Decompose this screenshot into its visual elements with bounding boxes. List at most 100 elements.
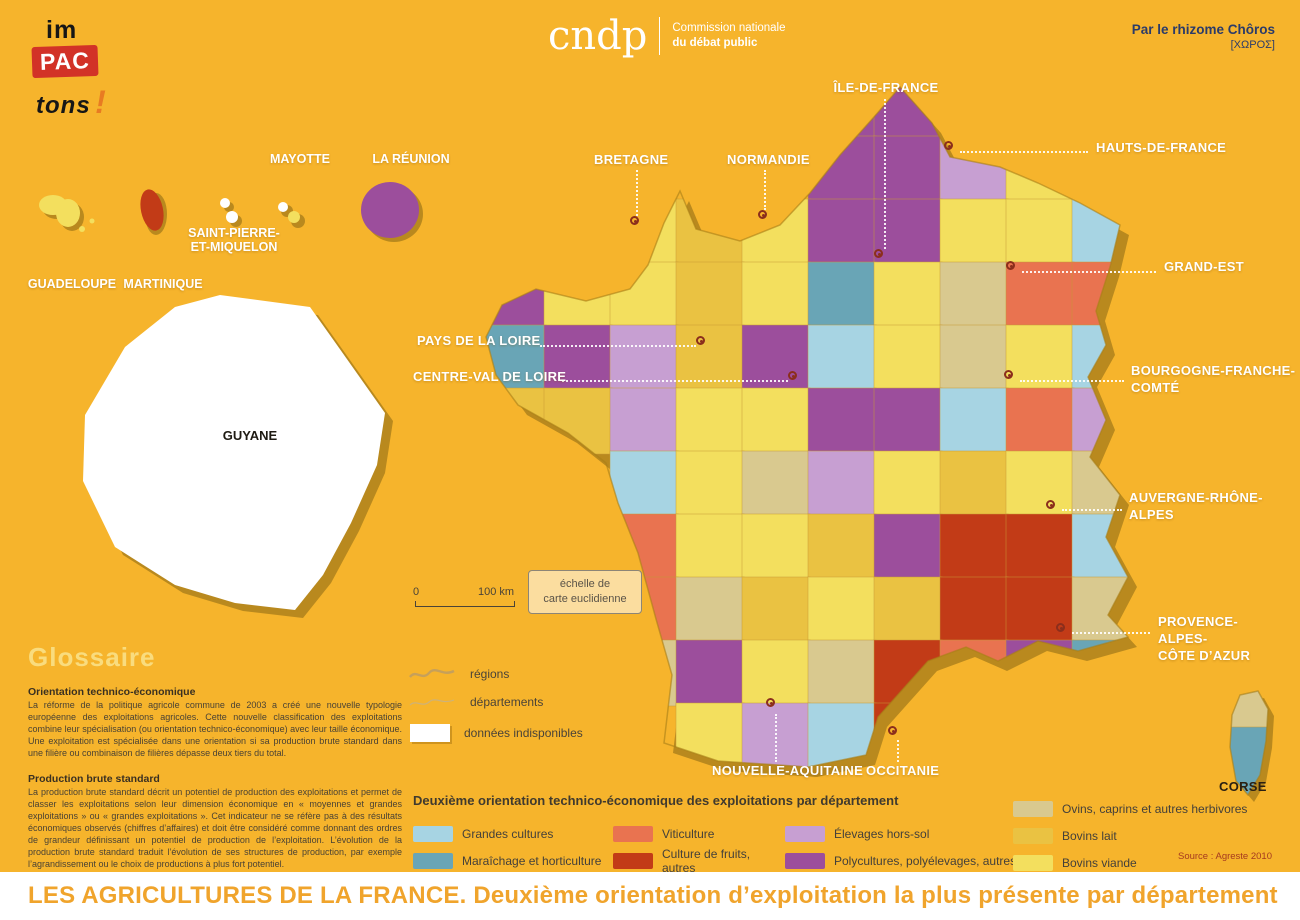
map-marker-bretagne <box>630 216 639 225</box>
credit-line1: Par le rhizome Chôros <box>1131 22 1275 37</box>
legend-item: Bovins viande <box>1013 849 1247 876</box>
region-label-occitanie: OCCITANIE <box>866 763 940 778</box>
leader-line-provence-alpes-cote-dazur <box>1072 632 1150 634</box>
la-reunion-label: LA RÉUNION <box>372 152 450 166</box>
bovins-lait-swatch <box>1013 827 1053 844</box>
region-label-nouvelle-aquitaine: NOUVELLE-AQUITAINE <box>712 763 864 778</box>
cndp-acronym: cndp <box>548 13 648 59</box>
glossary-body-2: La production brute standard décrit un p… <box>28 786 402 869</box>
scale-note-bubble: échelle de carte euclidienne <box>528 570 642 614</box>
region-label-centre-val-de-loire: CENTRE-VAL DE LOIRE <box>413 369 567 384</box>
region-label-hauts-de-france: HAUTS-DE-FRANCE <box>1096 140 1227 155</box>
credit-line2: [ΧΩΡΟΣ] <box>1230 39 1275 51</box>
guyane-label: GUYANE <box>222 428 278 443</box>
region-label-normandie: NORMANDIE <box>727 152 810 167</box>
glossary-heading-2: Production brute standard <box>28 772 160 785</box>
guyane-shape <box>83 295 385 610</box>
scalebar-zero: 0 <box>413 586 420 598</box>
glossary-heading-1: Orientation technico-économique <box>28 686 196 698</box>
polycultures-swatch <box>785 852 825 869</box>
leader-line-bourgogne-franche-comte <box>1020 380 1124 382</box>
france-outline <box>485 85 1130 768</box>
leader-line-centre-val-de-loire <box>562 380 788 382</box>
legend-item: Viticulture <box>613 820 785 847</box>
map-marker-normandie <box>758 210 767 219</box>
map-marker-bourgogne-franche-comte <box>1004 370 1013 379</box>
title-banner: LES AGRICULTURES DE LA FRANCE. Deuxième … <box>0 872 1300 920</box>
legend-right-column: Ovins, caprins et autres herbivores Bovi… <box>1013 795 1247 876</box>
key-departements-label: départements <box>470 695 544 709</box>
legend-item: Grandes cultures <box>413 820 613 847</box>
france-map-svg <box>485 85 1274 802</box>
scalebar-tick-right <box>514 601 515 607</box>
leader-line-grand-est <box>1022 271 1156 273</box>
impactons-logo: im PAC tons ! <box>28 16 138 126</box>
leader-line-pays-de-la-loire <box>540 345 696 347</box>
key-nodata-swatch <box>410 724 450 742</box>
region-label-pays-de-la-loire: PAYS DE LA LOIRE <box>417 333 541 348</box>
ovins-swatch <box>1013 800 1053 817</box>
legend-item: Élevages hors-sol <box>785 820 1031 847</box>
region-label-bourgogne-franche-comte: BOURGOGNE-FRANCHE- COMTÉ <box>1131 363 1296 395</box>
map-marker-centre-val-de-loire <box>788 371 797 380</box>
glossary-body-1: La réforme de la politique agricole comm… <box>28 700 402 758</box>
legend-item: Culture de fruits, autres <box>613 847 785 875</box>
map-marker-occitanie <box>888 726 897 735</box>
la-reunion-shape <box>361 182 419 238</box>
logo-tons-text: tons <box>36 92 91 119</box>
glossary-section-1: Orientation technico-économique La réfor… <box>28 686 402 760</box>
logo-bang: ! <box>95 84 106 120</box>
corsica-outline <box>1229 690 1269 797</box>
cndp-org-line1: Commission nationale <box>672 22 786 35</box>
elevages-hors-sol-swatch <box>785 825 825 842</box>
leader-line-bretagne <box>636 170 638 216</box>
logo-pac-box: PAC <box>31 44 99 79</box>
martinique-label: MARTINIQUE <box>123 277 203 291</box>
glossary-title: Glossaire <box>28 642 156 672</box>
region-label-grand-est: GRAND-EST <box>1164 259 1244 274</box>
glossary-section-2: Production brute standard La production … <box>28 773 402 871</box>
departements-line-icon <box>409 699 455 706</box>
legend-title: Deuxième orientation technico-économique… <box>413 793 899 808</box>
map-marker-provence-alpes-cote-dazur <box>1056 623 1065 632</box>
credit: Par le rhizome Chôros [ΧΩΡΟΣ] <box>1132 22 1275 51</box>
key-regions-label: régions <box>470 667 510 681</box>
leader-line-hauts-de-france <box>960 151 1088 153</box>
map-marker-nouvelle-aquitaine <box>766 698 775 707</box>
legend-source: Source : Agreste 2010 <box>1177 851 1272 862</box>
overseas-islands-svg <box>39 182 423 242</box>
leader-line-auvergne-rhone-alpes <box>1062 509 1122 511</box>
saint-pierre-label: SAINT-PIERRE- ET-MIQUELON <box>188 226 280 254</box>
map-marker-ile-de-france <box>874 249 883 258</box>
legend-grid: Grandes cultures Viticulture Élevages ho… <box>413 820 1053 875</box>
map-marker-grand-est <box>1006 261 1015 270</box>
map-marker-hauts-de-france <box>944 141 953 150</box>
culture-fruits-swatch <box>613 852 653 869</box>
leader-line-nouvelle-aquitaine <box>775 714 777 762</box>
legend-item: Maraîchage et horticulture <box>413 847 613 874</box>
leader-line-ile-de-france <box>884 99 886 249</box>
guadeloupe-shape <box>39 195 95 232</box>
mayotte-label: MAYOTTE <box>270 152 330 166</box>
scalebar-line <box>415 606 515 607</box>
cndp-org-line2: du débat public <box>672 37 758 49</box>
legend-item: Ovins, caprins et autres herbivores <box>1013 795 1247 822</box>
guadeloupe-label: GUADELOUPE <box>27 277 117 291</box>
grandes-cultures-swatch <box>413 825 453 842</box>
banner-title: LES AGRICULTURES DE LA FRANCE. Deuxième … <box>28 882 1278 909</box>
region-label-bretagne: BRETAGNE <box>594 152 669 167</box>
regions-line-icon <box>409 668 455 678</box>
map-marker-auvergne-rhone-alpes <box>1046 500 1055 509</box>
mayotte-shape <box>278 202 300 223</box>
cndp-divider <box>659 17 661 55</box>
region-label-ile-de-france: ÎLE-DE-FRANCE <box>833 80 939 95</box>
department-mosaic <box>486 87 1128 767</box>
leader-line-normandie <box>764 170 766 210</box>
viticulture-swatch <box>613 825 653 842</box>
region-label-corse: CORSE <box>1219 779 1267 794</box>
legend-item: Bovins lait <box>1013 822 1247 849</box>
map-marker-pays-de-la-loire <box>696 336 705 345</box>
bovins-viande-swatch <box>1013 854 1053 871</box>
region-label-auvergne-rhone-alpes: AUVERGNE-RHÔNE- ALPES <box>1129 490 1263 522</box>
legend-item: Polycultures, polyélevages, autres <box>785 847 1031 874</box>
